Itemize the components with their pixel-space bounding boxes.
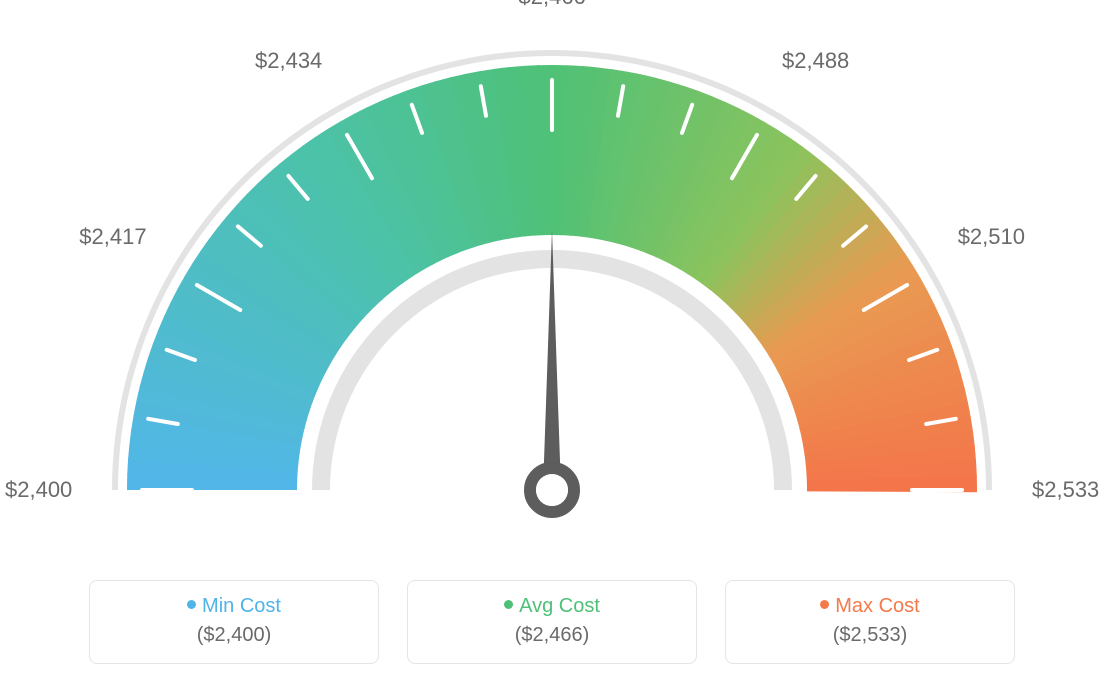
dot-icon — [504, 600, 513, 609]
legend-avg-box: Avg Cost ($2,466) — [407, 580, 697, 664]
gauge-tick-label: $2,533 — [1032, 477, 1099, 503]
legend-min-title: Min Cost — [110, 595, 358, 618]
gauge-svg — [20, 20, 1084, 560]
legend-max-box: Max Cost ($2,533) — [725, 580, 1015, 664]
legend-row: Min Cost ($2,400) Avg Cost ($2,466) Max … — [20, 580, 1084, 664]
legend-max-title: Max Cost — [746, 595, 994, 618]
legend-avg-title: Avg Cost — [428, 595, 676, 618]
legend-avg-value: ($2,466) — [428, 624, 676, 647]
legend-max-title-text: Max Cost — [835, 595, 919, 617]
gauge-tick-label: $2,417 — [79, 224, 146, 250]
gauge-tick-label: $2,510 — [958, 224, 1025, 250]
dot-icon — [187, 600, 196, 609]
gauge-tick-label: $2,434 — [255, 48, 322, 74]
gauge-tick-label: $2,400 — [5, 477, 72, 503]
dot-icon — [820, 600, 829, 609]
gauge-tick-label: $2,466 — [519, 0, 586, 10]
legend-max-value: ($2,533) — [746, 624, 994, 647]
legend-min-box: Min Cost ($2,400) — [89, 580, 379, 664]
legend-min-value: ($2,400) — [110, 624, 358, 647]
legend-avg-title-text: Avg Cost — [519, 595, 600, 617]
gauge-chart: $2,400$2,417$2,434$2,466$2,488$2,510$2,5… — [20, 20, 1084, 560]
gauge-tick-label: $2,488 — [782, 48, 849, 74]
legend-min-title-text: Min Cost — [202, 595, 281, 617]
